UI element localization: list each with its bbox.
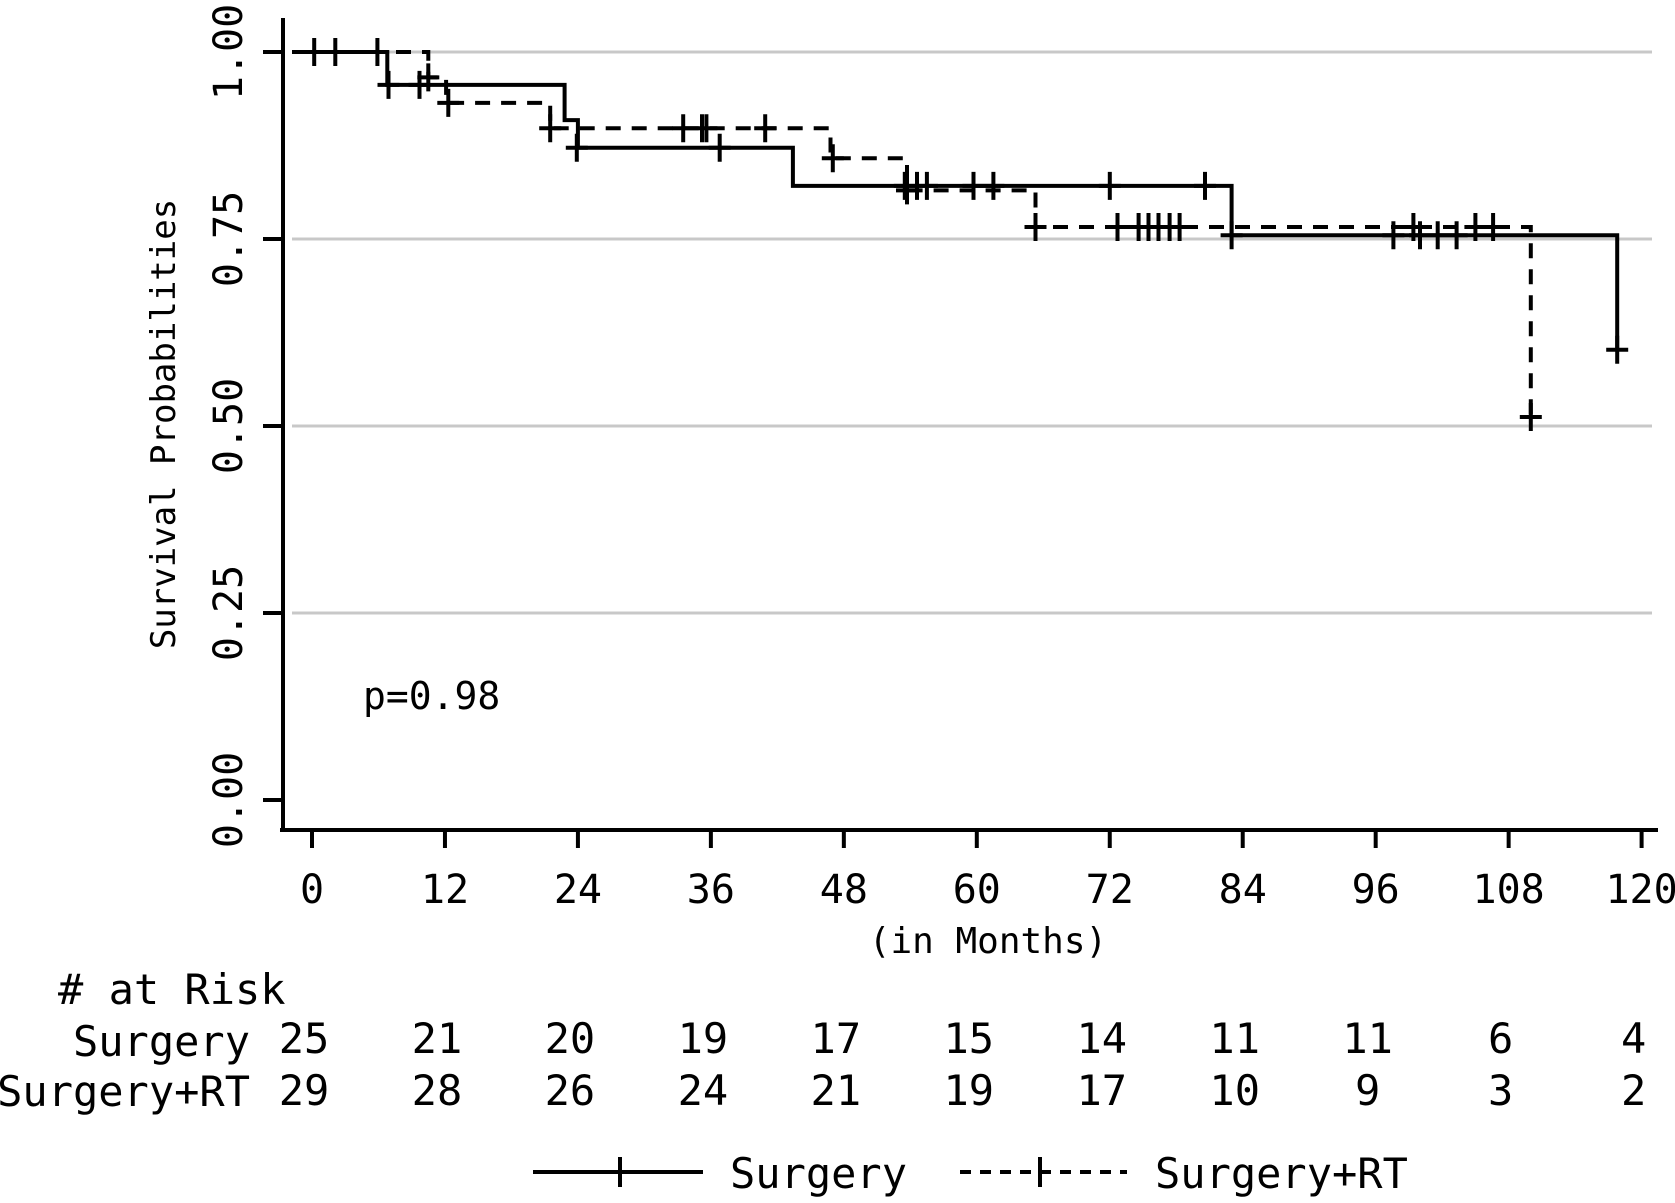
x-tick-label: 96 (1352, 867, 1400, 913)
risk-row-label-surgery: Surgery (73, 1017, 250, 1066)
risk-count: 14 (1076, 1014, 1127, 1063)
y-axis-title: Survival Probabilities (144, 199, 184, 649)
gridlines-group (292, 50, 1652, 615)
risk-count: 25 (279, 1014, 330, 1063)
risk-count: 20 (545, 1014, 596, 1063)
risk-count: 3 (1488, 1066, 1513, 1115)
risk-count: 2 (1621, 1066, 1646, 1115)
y-tick-label: 0.75 (206, 191, 252, 287)
risk-count: 6 (1488, 1014, 1513, 1063)
surgery-rt-censor-marks (417, 63, 1542, 431)
risk-count: 19 (944, 1066, 995, 1115)
risk-count: 9 (1355, 1066, 1380, 1115)
risk-count: 21 (412, 1014, 463, 1063)
risk-count: 21 (811, 1066, 862, 1115)
y-tick-label: 0.50 (206, 378, 252, 474)
risk-count: 17 (1076, 1066, 1127, 1115)
x-tick-label: 60 (953, 867, 1001, 913)
risk-row-label-surgery-rt: Surgery+RT (0, 1067, 250, 1116)
risk-count: 11 (1209, 1014, 1260, 1063)
legend: Surgery Surgery+RT (533, 1149, 1408, 1198)
x-tick-label: 72 (1086, 867, 1134, 913)
p-value-annotation: p=0.98 (363, 674, 500, 718)
y-tick-label: 0.25 (206, 565, 252, 661)
x-tick-label: 48 (820, 867, 868, 913)
y-tick-label: 0.00 (206, 752, 252, 848)
legend-surgery-rt-label: Surgery+RT (1155, 1149, 1408, 1198)
risk-count: 17 (811, 1014, 862, 1063)
y-tick-label: 1.00 (206, 4, 252, 100)
x-tick-label: 108 (1473, 867, 1545, 913)
risk-count: 24 (678, 1066, 729, 1115)
x-axis-title: (in Months) (869, 921, 1107, 962)
risk-count: 26 (545, 1066, 596, 1115)
ticks-group: 1.00 0.75 0.50 0.25 0.00 0 12 24 36 48 60 72 84 96 108… (206, 4, 1675, 913)
risk-count: 11 (1342, 1014, 1393, 1063)
risk-count: 19 (678, 1014, 729, 1063)
x-tick-label: 120 (1605, 867, 1675, 913)
x-tick-label: 36 (687, 867, 735, 913)
risk-count: 28 (412, 1066, 463, 1115)
x-tick-label: 84 (1219, 867, 1267, 913)
risk-count: 4 (1621, 1014, 1646, 1063)
x-tick-label: 12 (421, 867, 469, 913)
legend-surgery-label: Surgery (730, 1149, 907, 1198)
risk-count: 15 (944, 1014, 995, 1063)
risk-table-title: # at Risk (58, 965, 286, 1014)
x-tick-label: 0 (300, 867, 324, 913)
risk-counts-group: 25 21 20 19 17 15 14 11 11 6 4 29 28 26 24 21 19 17 10 9 3 2 (279, 1014, 1647, 1115)
surgery-curve (292, 50, 1620, 350)
risk-count: 29 (279, 1066, 330, 1115)
risk-count: 10 (1209, 1066, 1260, 1115)
series-group (292, 38, 1629, 431)
x-tick-label: 24 (554, 867, 602, 913)
